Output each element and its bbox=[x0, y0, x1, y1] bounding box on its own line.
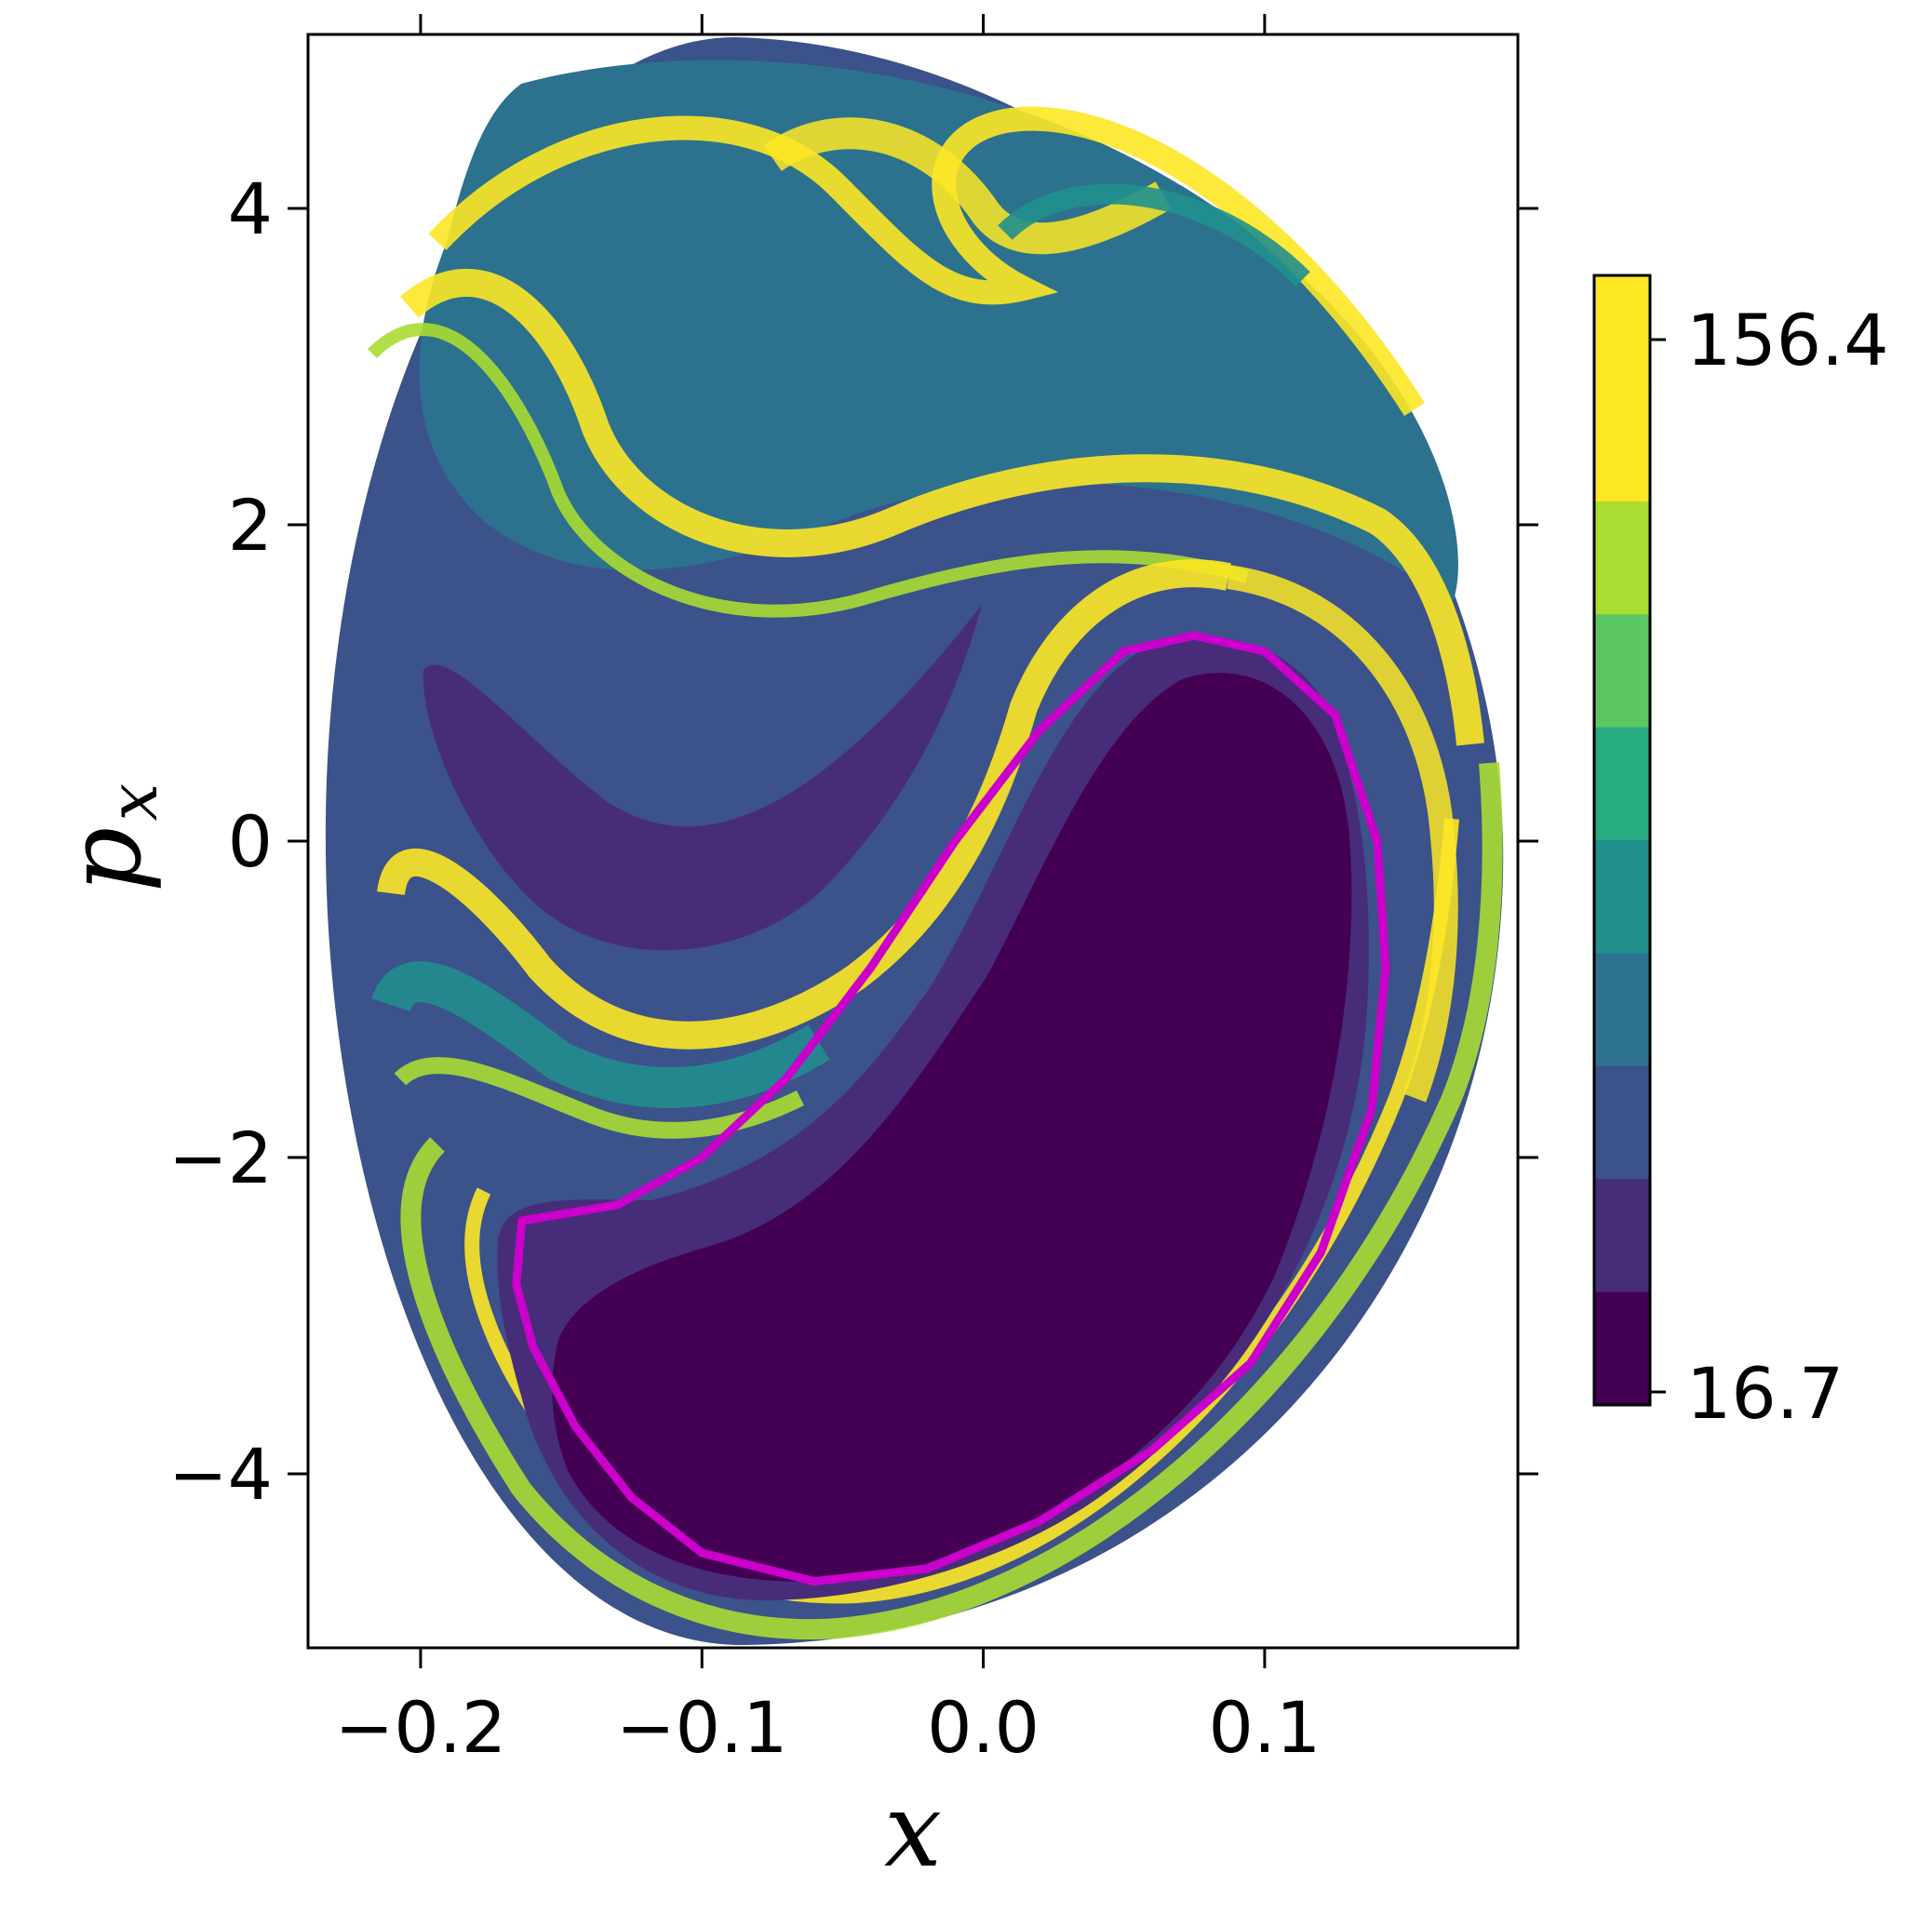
chaotic-band-7 bbox=[371, 961, 830, 1108]
x-tick-label: 0.0 bbox=[927, 1686, 1040, 1769]
highlight-curve bbox=[512, 631, 1390, 1586]
chaotic-band-2 bbox=[400, 268, 1484, 746]
colorbar-segment bbox=[1594, 501, 1650, 615]
chaotic-band-6 bbox=[377, 559, 1231, 1050]
colorbar-segment bbox=[1594, 1179, 1650, 1293]
x-tick-label: −0.2 bbox=[335, 1686, 507, 1769]
colorbar-segment bbox=[1594, 275, 1650, 389]
tongue-region bbox=[423, 605, 982, 951]
colorbar-segment bbox=[1594, 388, 1650, 502]
colorbar-min-label: 16.7 bbox=[1686, 1352, 1844, 1435]
colorbar-segment bbox=[1594, 727, 1650, 841]
colorbar-segment bbox=[1594, 1065, 1650, 1180]
x-tick-label: −0.1 bbox=[616, 1686, 788, 1769]
chaotic-band-5 bbox=[998, 183, 1310, 287]
y-tick-label: 4 bbox=[228, 167, 273, 250]
y-tick-label: −4 bbox=[168, 1433, 273, 1516]
x-axis-label: x bbox=[884, 1771, 942, 1890]
chaotic-band-1 bbox=[428, 106, 1425, 416]
plot-area bbox=[325, 37, 1504, 1646]
chaotic-band-4 bbox=[763, 117, 1172, 255]
colorbar-segment bbox=[1594, 953, 1650, 1067]
colorbar-frame bbox=[1592, 274, 1652, 1407]
x-tick-label: 0.1 bbox=[1208, 1686, 1321, 1769]
y-axis-label-subscript: x bbox=[94, 783, 172, 822]
colorbar bbox=[1594, 275, 1650, 1406]
chaotic-band-11 bbox=[1227, 565, 1458, 1103]
colorbar-segment bbox=[1594, 614, 1650, 729]
y-axis: −4 −2 0 2 4 bbox=[168, 167, 1538, 1516]
y-tick-label: 0 bbox=[228, 800, 273, 883]
chaotic-band-3 bbox=[368, 323, 1249, 618]
y-tick-label: 2 bbox=[228, 484, 273, 567]
x-axis: −0.2 −0.1 0.0 0.1 bbox=[335, 14, 1321, 1769]
y-axis-label-group: p x bbox=[45, 783, 172, 893]
regular-island bbox=[552, 673, 1352, 1582]
colorbar-max-label: 156.4 bbox=[1686, 299, 1889, 381]
y-tick-label: −2 bbox=[168, 1117, 273, 1199]
chaotic-band-9 bbox=[400, 762, 1503, 1639]
colorbar-segment bbox=[1594, 1291, 1650, 1406]
y-axis-label: p bbox=[45, 827, 164, 892]
colorbar-segment bbox=[1594, 840, 1650, 954]
